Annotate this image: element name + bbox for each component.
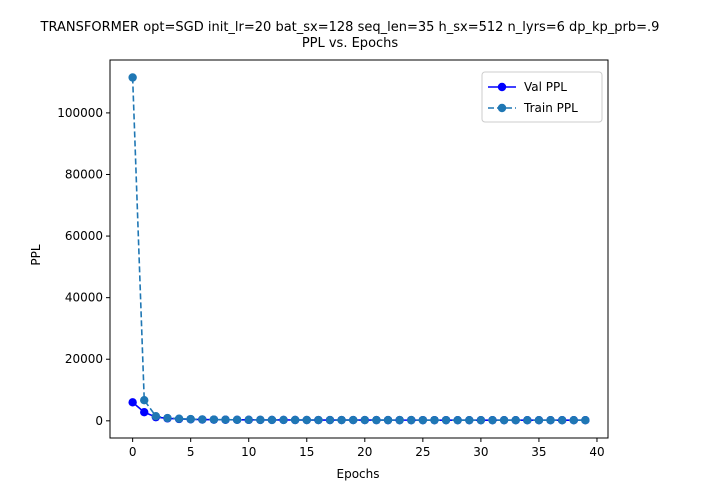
chart-title: TRANSFORMER opt=SGD init_lr=20 bat_sx=12… [40,20,660,35]
legend-marker-val-ppl [497,82,507,92]
data-point-train-ppl [395,415,404,425]
data-point-train-ppl [186,414,195,424]
data-point-train-ppl [581,416,590,425]
legend: Val PPL Train PPL [481,71,603,123]
data-point-train-ppl [140,395,149,405]
data-point-train-ppl [314,415,323,425]
data-point-train-ppl [302,415,311,425]
plot-area: 0 5 10 15 20 25 30 35 40 0 20000 40000 60000 80000 100… [57,59,609,459]
data-point-train-ppl [349,415,358,425]
data-point-train-ppl [325,415,335,425]
x-tick-label: 5 [187,445,195,459]
x-tick-label: 25 [415,445,430,459]
y-tick-label: 20000 [65,352,103,366]
data-point-train-ppl [430,415,439,425]
data-point-train-ppl [511,415,520,425]
data-point-train-ppl [256,415,265,425]
data-point-val-ppl [140,408,149,417]
data-point-train-ppl [360,415,369,425]
data-point-train-ppl [209,415,219,424]
data-point-train-ppl [441,415,451,425]
data-point-train-ppl [499,415,509,425]
data-point-train-ppl [128,73,137,82]
data-point-train-ppl [244,415,253,425]
data-point-train-ppl [453,415,462,425]
data-point-train-ppl [221,415,230,424]
legend-label-val-ppl: Val PPL [524,80,567,94]
x-tick-label: 40 [589,445,604,459]
y-tick-label: 40000 [65,291,103,305]
data-point-train-ppl [372,415,381,425]
x-tick-label: 0 [129,445,137,459]
data-point-train-ppl [337,415,346,425]
y-tick-label: 80000 [65,167,103,181]
data-point-train-ppl [267,415,277,425]
legend-box [481,71,603,123]
data-point-train-ppl [569,416,578,425]
x-axis-label: Epochs [337,467,380,481]
y-axis-label: PPL [29,244,43,265]
data-point-train-ppl [198,415,207,424]
series-line-train-ppl [131,77,586,421]
data-point-train-ppl [465,415,474,425]
data-point-train-ppl [488,415,497,425]
data-point-train-ppl [151,412,161,421]
data-point-train-ppl [279,415,288,425]
x-tick-label: 35 [531,445,546,459]
data-point-train-ppl [163,413,172,423]
legend-label-train-ppl: Train PPL [523,101,578,115]
chart-subtitle: PPL vs. Epochs [302,36,399,51]
data-point-train-ppl [557,416,567,425]
data-point-train-ppl [534,415,544,425]
y-tick-label: 0 [95,414,103,428]
legend-marker-train-ppl [497,103,507,113]
data-point-train-ppl [523,415,532,425]
data-point-train-ppl [232,415,242,424]
data-point-val-ppl [128,398,137,407]
y-tick-label: 60000 [65,229,103,243]
data-point-train-ppl [546,415,555,425]
x-tick-label: 30 [473,445,488,459]
data-point-train-ppl [290,415,300,425]
data-point-train-ppl [174,414,184,423]
x-tick-label: 20 [357,445,372,459]
y-tick-label: 100000 [57,106,103,120]
data-point-train-ppl [383,415,393,425]
x-tick-label: 15 [299,445,314,459]
data-point-train-ppl [407,415,416,425]
plot-frame [109,59,609,439]
x-tick-label: 10 [241,445,256,459]
data-point-train-ppl [418,415,428,425]
data-point-train-ppl [476,415,486,425]
